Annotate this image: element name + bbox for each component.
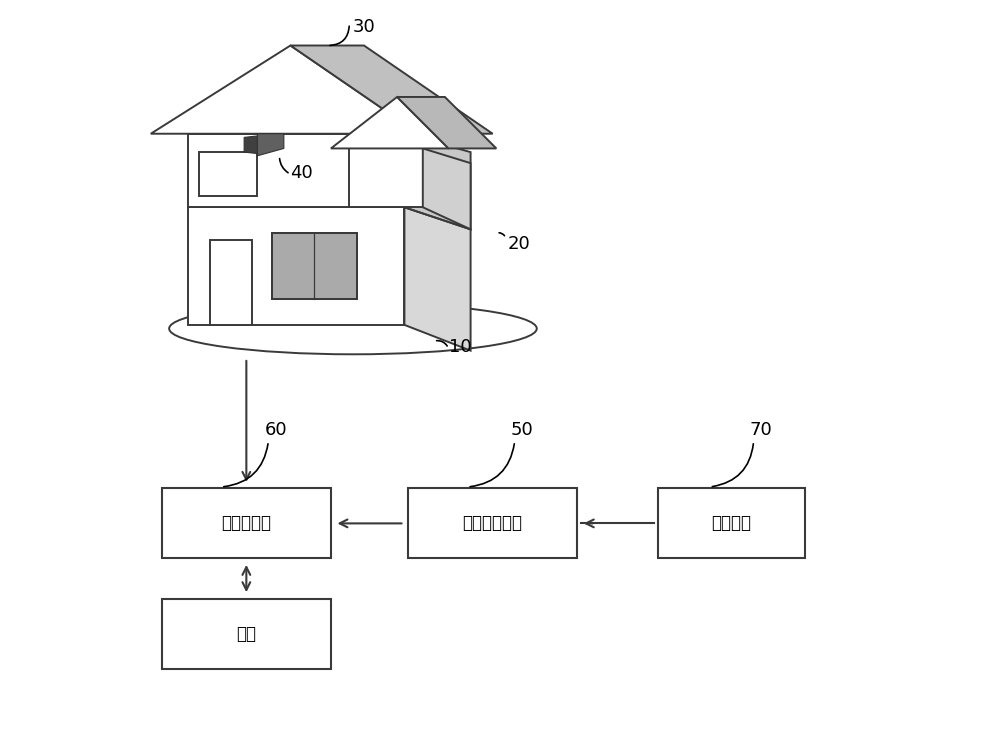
Polygon shape	[397, 97, 496, 148]
Bar	[272, 233, 357, 299]
Text: 10: 10	[449, 338, 471, 356]
Bar	[272, 233, 357, 299]
Polygon shape	[404, 207, 471, 351]
Text: 40: 40	[290, 164, 313, 182]
Text: 移动终端: 移动终端	[712, 514, 752, 532]
Polygon shape	[331, 97, 449, 148]
Text: 60: 60	[264, 421, 287, 439]
Polygon shape	[257, 134, 284, 156]
Polygon shape	[290, 46, 493, 134]
Polygon shape	[404, 134, 471, 230]
Text: 20: 20	[507, 235, 530, 253]
Polygon shape	[188, 134, 404, 207]
Text: 市电: 市电	[236, 624, 256, 643]
Polygon shape	[151, 46, 419, 134]
Polygon shape	[349, 148, 423, 207]
Polygon shape	[244, 136, 257, 154]
Text: 控制电路板: 控制电路板	[221, 514, 271, 532]
Bar	[162, 489, 331, 559]
Bar	[658, 489, 805, 559]
Bar	[408, 489, 577, 559]
Text: 70: 70	[750, 421, 772, 439]
Text: 物联网通诈器: 物联网通诈器	[463, 514, 523, 532]
Bar	[162, 599, 331, 669]
Polygon shape	[188, 207, 404, 325]
Polygon shape	[423, 148, 471, 230]
Ellipse shape	[169, 303, 537, 354]
Bar	[199, 152, 257, 196]
Bar	[210, 241, 252, 325]
Text: 30: 30	[353, 18, 376, 36]
Text: 50: 50	[511, 421, 533, 439]
